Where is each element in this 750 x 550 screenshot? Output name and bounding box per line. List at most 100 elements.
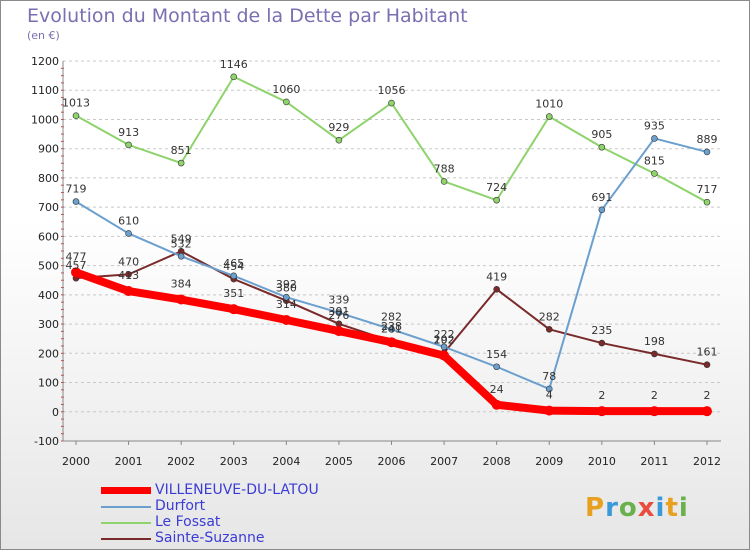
legend-label-sainte-suzanne: Sainte-Suzanne [155, 530, 265, 546]
data-label: 532 [171, 237, 192, 250]
data-point [281, 314, 292, 325]
data-label: 276 [328, 309, 349, 322]
y-tick-label: 300 [38, 318, 59, 331]
data-point [72, 112, 80, 119]
data-label: 192 [434, 334, 455, 347]
data-point [702, 406, 712, 417]
data-point [544, 405, 555, 416]
data-point [177, 252, 185, 260]
data-point [545, 326, 553, 333]
data-point [283, 98, 290, 106]
data-label: 929 [328, 121, 349, 134]
data-label: 413 [118, 269, 139, 282]
data-label: 222 [434, 328, 455, 341]
data-point [439, 350, 450, 361]
y-tick-label: 400 [38, 289, 59, 302]
data-label: 301 [328, 305, 349, 318]
data-label: 235 [591, 324, 612, 337]
data-label: 314 [276, 298, 297, 311]
data-point [491, 399, 502, 410]
y-tick-label: 0 [52, 406, 59, 419]
data-point [651, 135, 658, 142]
x-tick-label: 2003 [220, 455, 248, 468]
proxiti-logo: Proxiti [585, 493, 689, 523]
data-label: 815 [644, 155, 665, 168]
data-label: 913 [118, 126, 139, 139]
y-tick-label: 1200 [31, 55, 59, 68]
data-label: 161 [697, 346, 718, 359]
series-line [75, 137, 708, 390]
data-label: 2 [704, 389, 711, 402]
data-label: 198 [644, 335, 665, 348]
x-tick-label: 2004 [272, 455, 300, 468]
data-label: 1060 [272, 83, 300, 96]
data-label: 457 [66, 259, 87, 272]
x-tick-label: 2012 [693, 455, 721, 468]
data-point [176, 294, 187, 305]
data-label: 380 [276, 282, 297, 295]
data-label: 454 [223, 260, 244, 273]
data-label: 691 [591, 191, 612, 204]
grid-lines [63, 60, 721, 442]
data-label: 78 [542, 370, 556, 383]
data-label: 1013 [62, 97, 90, 110]
data-point [125, 141, 132, 149]
x-tick-label: 2001 [115, 455, 143, 468]
data-point [649, 406, 660, 417]
legend-label-le-fossat: Le Fossat [155, 514, 221, 530]
data-label: 465 [223, 257, 244, 270]
data-label: 549 [171, 232, 192, 245]
data-label: 470 [118, 255, 139, 268]
data-point [283, 293, 290, 301]
data-label: 905 [591, 128, 612, 141]
chart-subtitle: (en €) [27, 29, 60, 42]
data-point [125, 230, 132, 237]
data-label: 392 [276, 278, 297, 291]
data-label: 154 [486, 348, 507, 361]
data-label: 2 [598, 389, 605, 402]
x-tick-label: 2009 [535, 455, 563, 468]
x-tick-label: 2010 [588, 455, 616, 468]
y-tick-label: 600 [38, 230, 59, 243]
data-label: 724 [486, 181, 507, 194]
data-point [545, 385, 553, 393]
data-point [703, 361, 711, 369]
data-label: 889 [697, 133, 718, 146]
data-point [333, 326, 344, 337]
data-label: 477 [66, 250, 87, 263]
data-label: 1146 [220, 58, 248, 71]
data-label: 2 [651, 389, 658, 402]
data-point [440, 343, 448, 351]
y-tick-label: 800 [38, 172, 59, 185]
data-label: 238 [381, 320, 402, 333]
x-tick-label: 2005 [325, 455, 353, 468]
x-tick-label: 2002 [167, 455, 195, 468]
x-tick-label: 2007 [430, 455, 458, 468]
data-label: 339 [328, 294, 349, 307]
data-point [598, 339, 606, 347]
data-label: 384 [171, 278, 192, 291]
data-point [493, 363, 500, 371]
chart-title: Evolution du Montant de la Dette par Hab… [27, 5, 468, 27]
data-label: 419 [486, 270, 507, 283]
data-point [388, 99, 395, 107]
x-tick-label: 2008 [483, 455, 511, 468]
data-label: 1056 [378, 84, 406, 97]
data-point [177, 159, 185, 167]
data-point [598, 206, 606, 214]
legend-label-durfort: Durfort [155, 498, 206, 514]
y-tick-label: 200 [38, 347, 59, 360]
y-tick-label: 900 [38, 143, 59, 156]
data-point [230, 73, 238, 81]
legend-swatch-le-fossat [101, 522, 151, 524]
data-point [125, 271, 132, 278]
data-label: 241 [381, 322, 402, 335]
data-point [651, 170, 658, 177]
data-label: 202 [434, 334, 455, 347]
x-tick-label: 2000 [62, 455, 90, 468]
data-label: 935 [644, 119, 665, 132]
y-tick-label: 100 [38, 377, 59, 390]
legend-swatch-durfort [101, 506, 151, 508]
legend-swatch-sainte-suzanne [101, 538, 151, 540]
